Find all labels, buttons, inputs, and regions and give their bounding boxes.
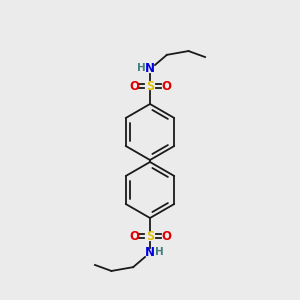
Text: O: O xyxy=(129,80,139,92)
Text: O: O xyxy=(161,80,171,92)
Text: O: O xyxy=(161,230,171,242)
Text: S: S xyxy=(146,80,154,92)
Text: N: N xyxy=(145,62,155,76)
Text: H: H xyxy=(136,63,146,73)
Text: O: O xyxy=(129,230,139,242)
Text: S: S xyxy=(146,230,154,242)
Text: N: N xyxy=(145,247,155,260)
Text: H: H xyxy=(154,247,164,257)
